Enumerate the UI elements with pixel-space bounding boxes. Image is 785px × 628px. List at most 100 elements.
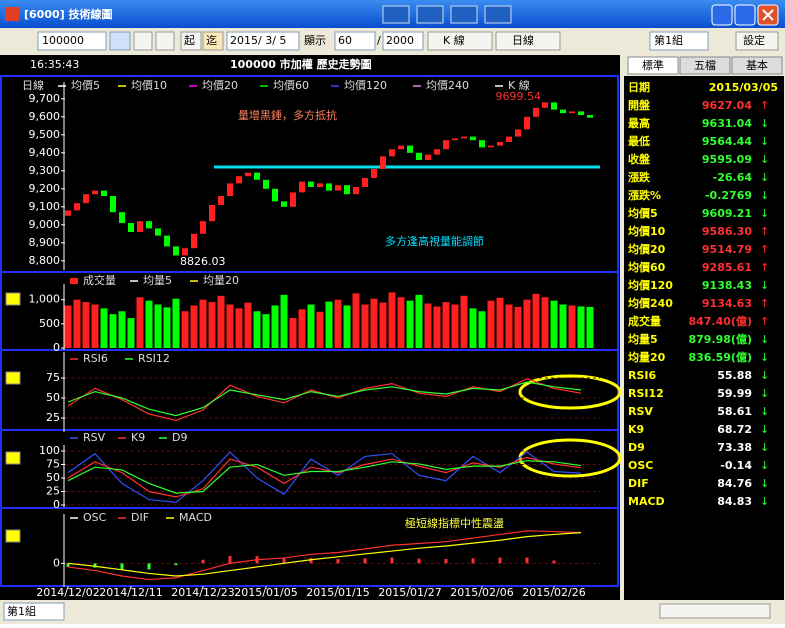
volume-bar	[568, 305, 576, 348]
symbol-input[interactable]	[37, 31, 107, 51]
candle	[254, 172, 260, 180]
osc-bar	[390, 557, 394, 564]
y-tick-label: 8,900	[29, 236, 61, 249]
volume-bar	[280, 294, 288, 348]
row-arrow: ↓	[760, 189, 769, 202]
period-button[interactable]	[495, 31, 561, 51]
indicator-line	[67, 381, 582, 417]
row-label: 日期	[628, 80, 650, 94]
settings: 設定	[743, 33, 765, 47]
row-value: 9609.21	[702, 207, 752, 220]
legend-label: 均價60	[273, 78, 309, 92]
time: 16:35:43	[30, 58, 79, 71]
volume-bar	[127, 318, 135, 348]
indicator-line	[67, 451, 582, 503]
title-tools[interactable]	[382, 5, 512, 24]
low-label: 8826.03	[180, 255, 226, 268]
y-tick-label: 9,000	[29, 218, 61, 231]
tab[interactable]	[731, 56, 783, 75]
row-arrow: ↓	[760, 279, 769, 292]
row-arrow: ↓	[760, 459, 769, 472]
volume-bar	[154, 304, 162, 348]
row-value: 847.40(億)	[688, 314, 752, 328]
osc-bar	[471, 558, 475, 564]
volume-bar	[235, 308, 243, 348]
candle	[416, 152, 422, 160]
legend-label: 均價20	[202, 78, 238, 92]
candle	[524, 116, 530, 130]
row-label: K9	[628, 423, 644, 436]
row-arrow: ↓	[760, 207, 769, 220]
y-tick-label: 0	[53, 556, 60, 569]
volume-bar	[505, 304, 513, 348]
tab[interactable]	[679, 56, 731, 75]
row-value: 73.38	[717, 441, 752, 454]
y-tick-label: 50	[46, 391, 60, 404]
indicator-line	[67, 460, 582, 494]
volume-bar	[136, 297, 144, 348]
row-label: 均價120	[628, 278, 673, 292]
row-label: 漲跌	[628, 170, 651, 184]
status-select[interactable]	[3, 602, 65, 621]
panel-markers	[5, 292, 21, 543]
volume-bar	[118, 311, 126, 348]
indicator-line	[67, 530, 582, 581]
tab[interactable]	[627, 56, 679, 75]
row-label: 最高	[628, 116, 650, 130]
row-value: 9627.04	[702, 99, 752, 112]
group-select[interactable]	[649, 31, 709, 51]
search-button[interactable]	[109, 31, 131, 51]
row-label: 均量20	[628, 350, 666, 364]
osc-bar	[336, 559, 340, 564]
osc-bar	[93, 563, 97, 568]
osc-bar	[417, 558, 421, 564]
down-button[interactable]	[155, 31, 175, 51]
row-arrow: ↓	[760, 441, 769, 454]
row-label: 漲跌%	[628, 188, 661, 202]
window-buttons[interactable]	[711, 4, 779, 26]
volume-bar	[550, 300, 558, 348]
x-tick-label: 2015/01/27	[378, 586, 441, 599]
annotation: 量增黑錘，多方抵抗	[238, 108, 337, 122]
date-input[interactable]	[226, 31, 300, 51]
osc-bar	[525, 557, 529, 564]
row-arrow: ↑	[760, 225, 769, 238]
volume-bar	[226, 304, 234, 348]
row-arrow: ↑	[760, 297, 769, 310]
row-arrow: ↓	[760, 117, 769, 130]
row-arrow: ↓	[760, 351, 769, 364]
group: 第1組	[654, 33, 683, 47]
indicator-line	[67, 532, 582, 577]
start-button[interactable]	[180, 31, 202, 51]
up-button[interactable]	[133, 31, 153, 51]
scrollbar[interactable]	[659, 603, 771, 619]
candle	[434, 149, 440, 155]
row-label: MACD	[628, 495, 665, 508]
candle	[344, 185, 350, 195]
x-tick-label: 2014/12/11	[99, 586, 162, 599]
row-arrow: ↓	[760, 477, 769, 490]
legend-label: D9	[172, 431, 187, 444]
x-tick-label: 2015/01/05	[234, 586, 297, 599]
legend-label: RSV	[83, 431, 106, 444]
row-value: 84.83	[717, 495, 752, 508]
row-label: 均價10	[628, 224, 666, 238]
volume-bar	[442, 302, 450, 348]
row-value: 9564.44	[702, 135, 752, 148]
candle	[569, 111, 575, 114]
end-button[interactable]	[202, 31, 224, 51]
candle	[587, 115, 593, 118]
osc-bar	[282, 557, 286, 564]
kline-button[interactable]	[427, 31, 493, 51]
candle	[155, 228, 161, 236]
settings-button[interactable]	[735, 31, 779, 51]
total-input[interactable]	[382, 31, 424, 51]
candle	[452, 138, 458, 141]
volume-bar	[541, 297, 549, 348]
row-value: 9285.61	[702, 261, 752, 274]
count-input[interactable]	[334, 31, 376, 51]
row-label: 成交量	[628, 314, 661, 328]
row-value: 9514.79	[702, 243, 752, 256]
volume-bar	[244, 302, 252, 348]
volume-bar	[181, 311, 189, 348]
